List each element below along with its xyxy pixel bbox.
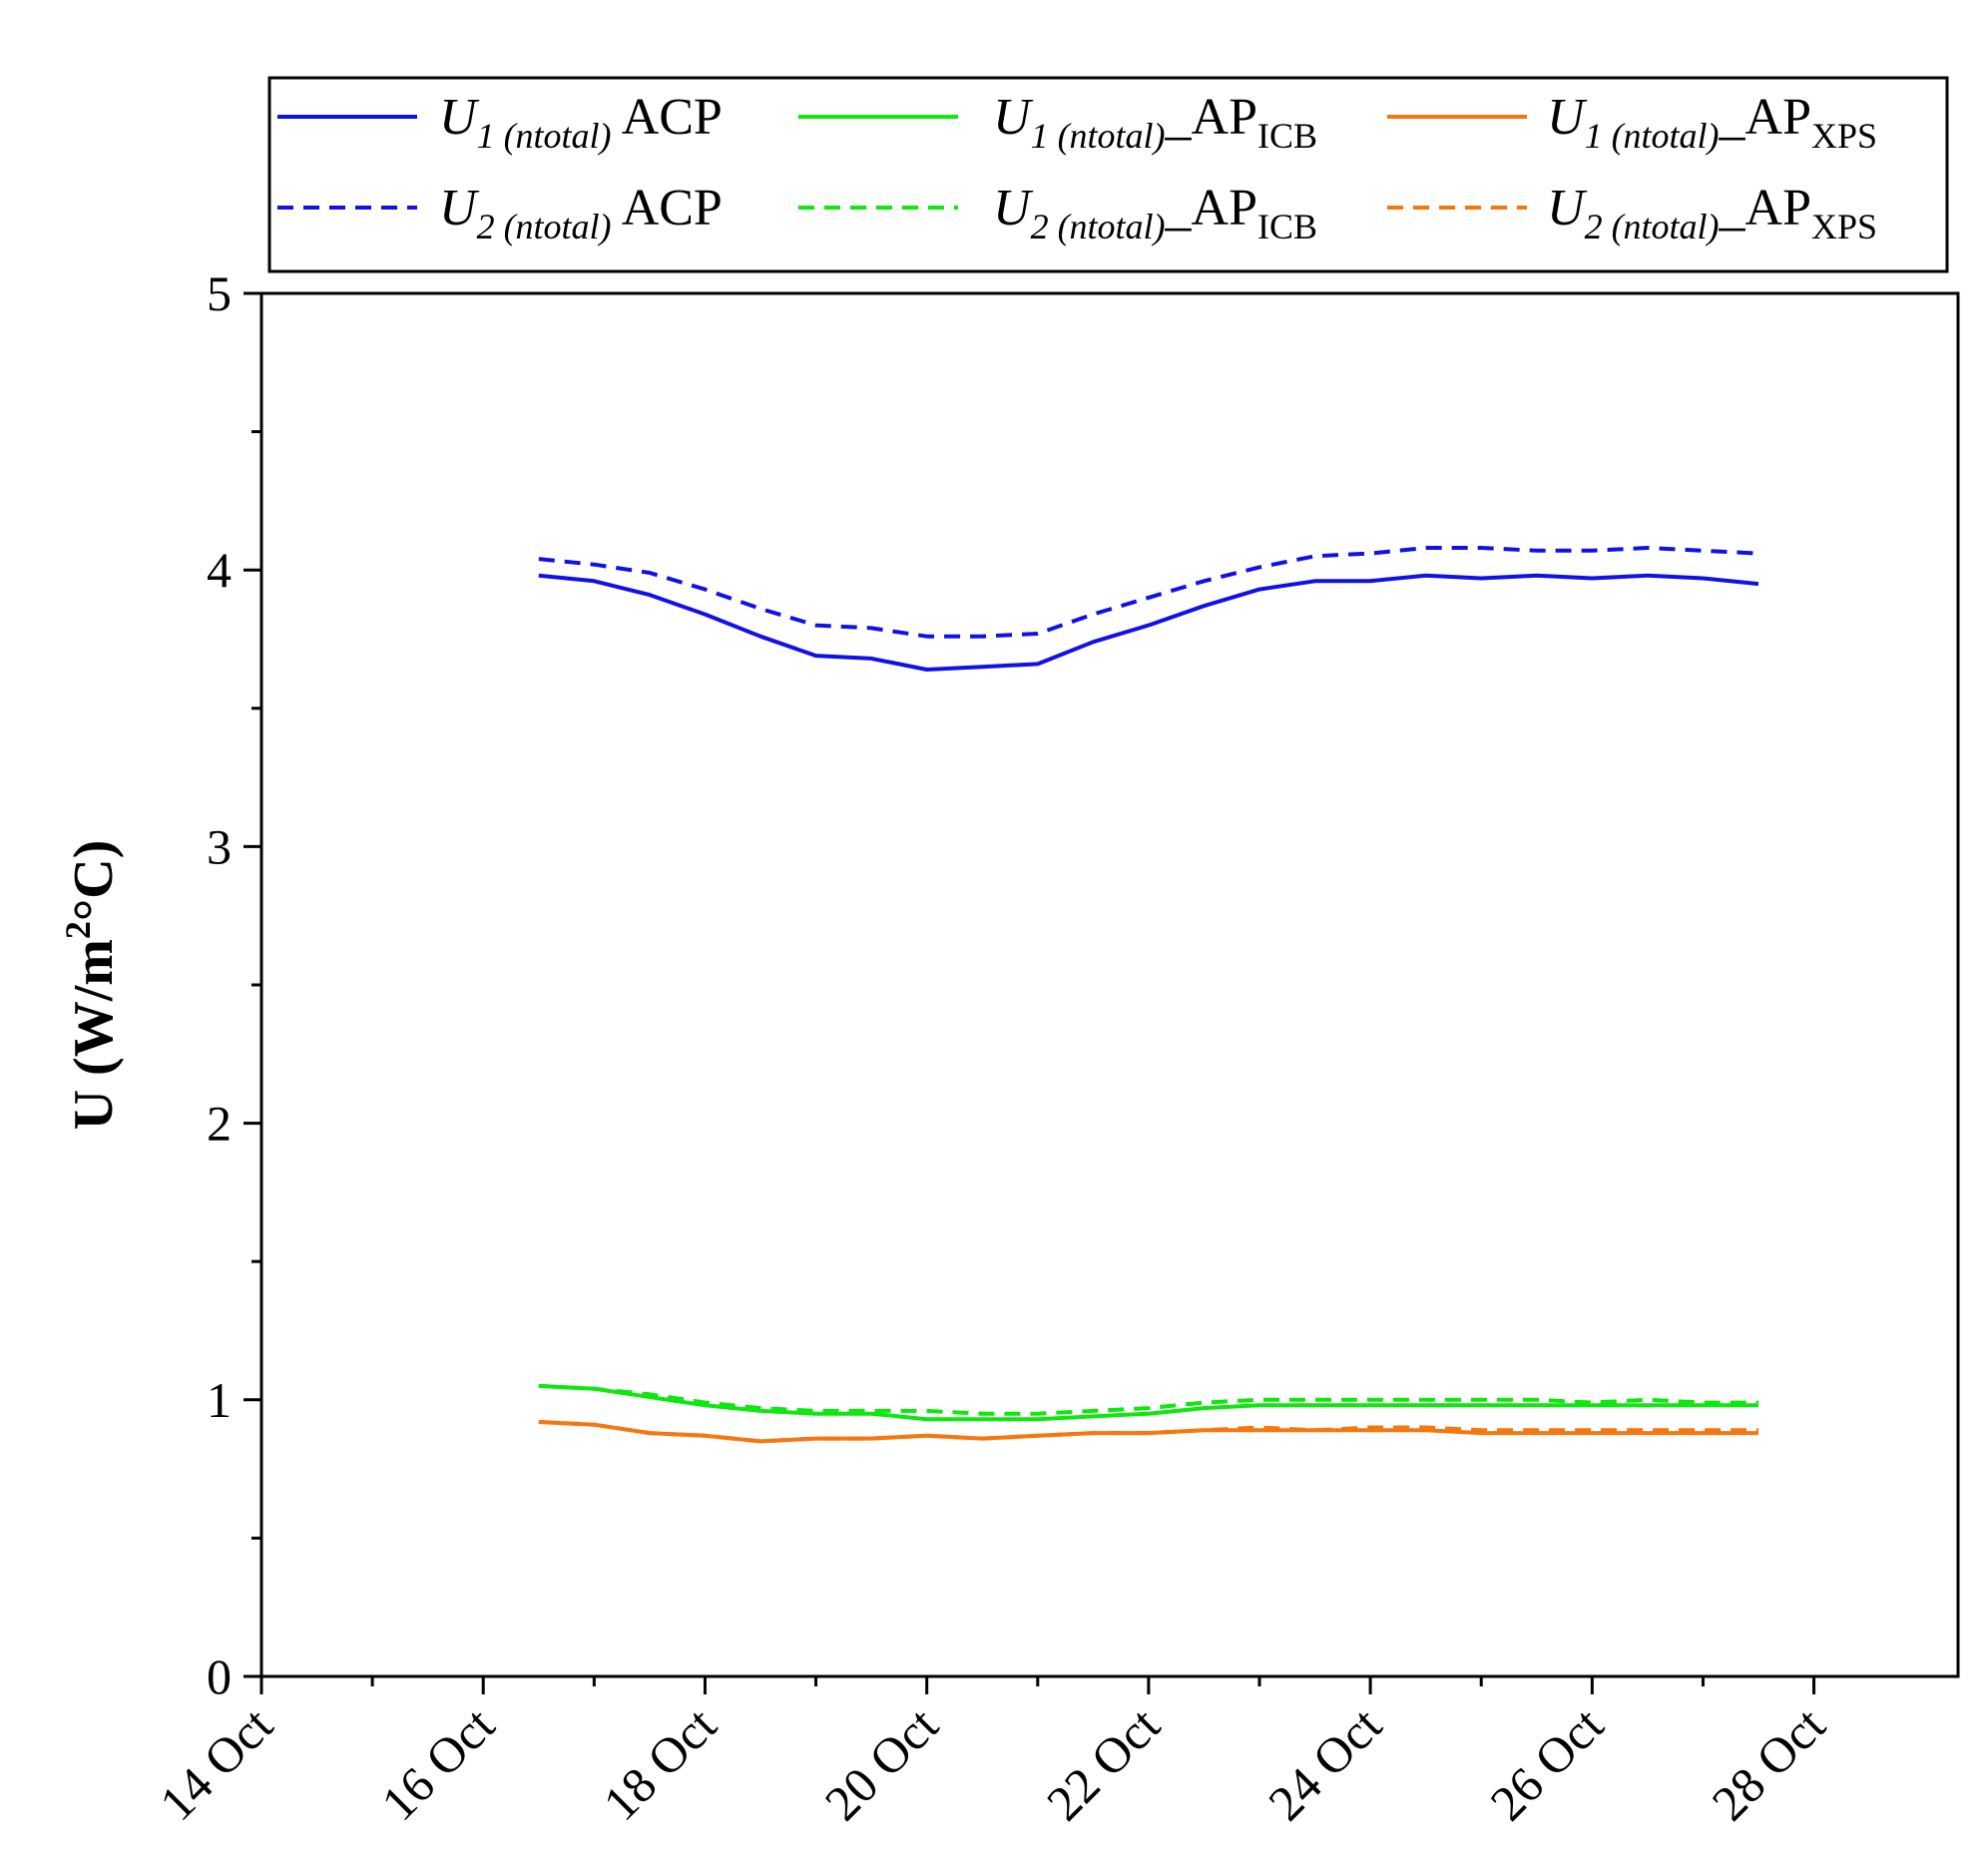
legend-sub2: (ntotal) bbox=[1612, 207, 1720, 246]
legend-sub2: (ntotal) bbox=[1058, 116, 1166, 156]
legend-box bbox=[267, 76, 1949, 273]
legend-sep: _ bbox=[1719, 180, 1746, 236]
legend-suffix-sub: ICB bbox=[1257, 116, 1317, 156]
y-tick-label: 4 bbox=[207, 542, 232, 598]
y-axis-label: U (W/m2°C) bbox=[58, 840, 125, 1131]
series-lines bbox=[538, 546, 1759, 1444]
legend-suffix: AP bbox=[1192, 180, 1257, 236]
legend-symbol: U bbox=[993, 89, 1034, 146]
legend-sep: _ bbox=[1165, 89, 1193, 146]
plot-frame bbox=[259, 291, 1960, 1678]
legend-symbol: U bbox=[1547, 180, 1588, 236]
legend-label-u1-acp: U1 (ntotal) ACP bbox=[439, 89, 723, 156]
legend-sub2: (ntotal) bbox=[1612, 116, 1720, 156]
legend-sep: _ bbox=[1165, 180, 1193, 236]
legend-suffix: AP bbox=[1192, 89, 1257, 146]
legend-symbol: U bbox=[439, 89, 480, 146]
legend-sub1: 1 bbox=[477, 116, 504, 156]
legend-symbol: U bbox=[439, 180, 480, 236]
legend-sep bbox=[612, 89, 622, 146]
legend-suffix: AP bbox=[1745, 180, 1811, 236]
x-tick-label: 18 Oct bbox=[592, 1696, 727, 1831]
legend-suffix-sub: ICB bbox=[1257, 207, 1317, 246]
legend-sub2: (ntotal) bbox=[1058, 207, 1166, 246]
series-line-u1-acp bbox=[538, 573, 1759, 672]
legend-symbol: U bbox=[1547, 89, 1588, 146]
legend-sub2: (ntotal) bbox=[504, 207, 612, 246]
legend-symbol: U bbox=[993, 180, 1034, 236]
x-tick-label: 22 Oct bbox=[1036, 1696, 1171, 1831]
x-tick-label: 26 Oct bbox=[1479, 1696, 1614, 1831]
legend-suffix-sub: XPS bbox=[1811, 207, 1877, 246]
legend-sep bbox=[612, 180, 622, 236]
series-line-u1-icb bbox=[538, 1383, 1758, 1422]
y-tick-label: 1 bbox=[207, 1372, 232, 1428]
legend-label-u2-acp: U2 (ntotal) ACP bbox=[439, 180, 723, 246]
legend-sep: _ bbox=[1719, 89, 1746, 146]
series-line-u1-xps bbox=[538, 1420, 1758, 1444]
x-tick-label: 20 Oct bbox=[814, 1696, 949, 1831]
legend-suffix: AP bbox=[1745, 89, 1811, 146]
legend-suffix: ACP bbox=[622, 180, 723, 236]
legend-sub1: 1 bbox=[1585, 116, 1612, 156]
legend: U1 (ntotal) ACP U1 (ntotal)_APICB U1 (ntot… bbox=[277, 89, 1877, 246]
x-tick-label: 24 Oct bbox=[1257, 1696, 1392, 1831]
y-tick-label: 5 bbox=[207, 265, 232, 321]
legend-sub1: 2 bbox=[477, 207, 504, 246]
legend-sub1: 2 bbox=[1585, 207, 1612, 246]
y-axis-label-tail: °C) bbox=[63, 840, 125, 921]
axis-ticks: 0 1 2 3 4 5 14 Oct 16 Oct 18 Oct 20 Oct 22 Oct 24 O… bbox=[149, 265, 1835, 1831]
series-line-u2-icb bbox=[538, 1383, 1758, 1416]
legend-suffix: ACP bbox=[622, 89, 723, 146]
legend-sub1: 1 bbox=[1031, 116, 1058, 156]
legend-label-u1-icb: U1 (ntotal)_APICB bbox=[993, 89, 1317, 156]
legend-label-u1-xps: U1 (ntotal)_APXPS bbox=[1547, 89, 1877, 156]
legend-label-u2-icb: U2 (ntotal)_APICB bbox=[993, 180, 1317, 246]
series-line-u2-acp bbox=[538, 546, 1759, 639]
x-tick-label: 14 Oct bbox=[149, 1696, 283, 1831]
y-tick-label: 3 bbox=[207, 818, 232, 874]
y-axis-label-sup: 2 bbox=[58, 921, 98, 939]
y-axis-label-main: U (W/m bbox=[63, 939, 125, 1130]
legend-sub1: 2 bbox=[1031, 207, 1058, 246]
x-tick-label: 28 Oct bbox=[1701, 1696, 1835, 1831]
x-tick-label: 16 Oct bbox=[370, 1696, 505, 1831]
legend-sub2: (ntotal) bbox=[504, 116, 612, 156]
y-tick-label: 0 bbox=[207, 1648, 232, 1704]
y-tick-label: 2 bbox=[207, 1096, 232, 1152]
legend-label-u2-xps: U2 (ntotal)_APXPS bbox=[1547, 180, 1877, 246]
legend-suffix-sub: XPS bbox=[1811, 116, 1877, 156]
